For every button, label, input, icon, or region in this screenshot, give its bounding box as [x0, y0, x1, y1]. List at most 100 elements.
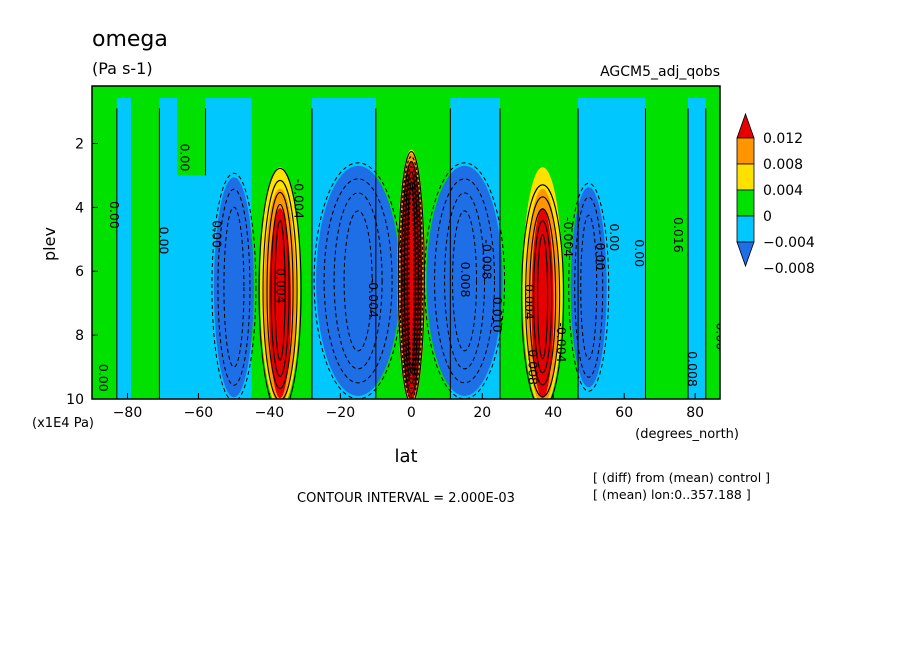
contour-label: 0.00 [713, 322, 728, 350]
colorbar-segment [736, 215, 755, 243]
contour-label: -0.004 [291, 179, 306, 219]
contour-line [537, 234, 549, 360]
contour-line [406, 181, 416, 375]
x-tick-label: −60 [184, 405, 214, 421]
colorbar: 0.012 0.008 0.004 0 −0.004 −0.008 [736, 112, 815, 277]
colorbar-label: 0.004 [763, 183, 803, 199]
sh-red-cell [269, 208, 292, 399]
contour-line [405, 176, 418, 380]
colorbar-arrow-bottom [736, 241, 755, 268]
colorbar-label: 0.008 [763, 157, 803, 173]
contour-label: 0.00 [96, 364, 111, 392]
contour-label: 0.004 [522, 284, 537, 320]
contour-label: 0.00 [593, 243, 608, 271]
colorbar-label: −0.008 [763, 261, 815, 277]
green-region [92, 86, 117, 399]
contour-label: 0.010 [490, 297, 505, 333]
contour-line [533, 220, 553, 374]
contour-line [434, 178, 496, 384]
contour-line [343, 210, 373, 352]
x-tick-label: 0 [407, 405, 416, 421]
plot-frame [91, 85, 721, 400]
x-tick-label: −80 [113, 405, 143, 421]
blue-region [213, 177, 254, 398]
contour-line [408, 186, 415, 370]
contour-label: 0.00 [632, 239, 647, 267]
contour-label: 0.008 [685, 351, 700, 387]
contour-line [452, 210, 478, 352]
experiment-label: AGCM5_adj_qobs [600, 64, 720, 80]
colorbar-arrow-top [736, 112, 755, 139]
x-tick-label: 40 [544, 405, 562, 421]
nh-red-cell [531, 208, 554, 399]
contour-label: 0.00 [178, 143, 193, 171]
contour-line [424, 162, 506, 399]
contour-label: 0.00 [107, 201, 122, 229]
contour-line [270, 203, 290, 377]
x-axis-label: lat [394, 446, 417, 467]
contour-label: 0.00 [607, 223, 622, 251]
contour-line [568, 182, 610, 392]
contour-label: -0.004 [554, 322, 569, 362]
blue-region [426, 165, 503, 396]
contour-label: 0.008 [458, 262, 473, 298]
contour-interval: CONTOUR INTERVAL = 2.000E-03 [297, 491, 515, 506]
contour-line [403, 171, 419, 385]
x-tick-label: 60 [615, 405, 633, 421]
colorbar-segment [736, 137, 755, 165]
colorbar-segment [736, 189, 755, 217]
y-tick-label: 4 [75, 200, 84, 216]
contour-label: 0.016 [671, 217, 686, 253]
contour-line [397, 151, 425, 399]
y-axis: 2 4 6 8 10 [66, 136, 98, 408]
colorbar-label: −0.004 [763, 235, 815, 251]
contour-line [274, 219, 286, 361]
blue-region [570, 187, 607, 388]
chart-title: omega [92, 27, 168, 52]
contour-line [323, 178, 393, 384]
colorbar-label: 0.012 [763, 131, 803, 147]
x-tick-label: −40 [255, 405, 285, 421]
green-region [705, 86, 720, 399]
contour-label: 0.00 [156, 227, 171, 255]
contour-line [211, 172, 257, 399]
contour-line [402, 166, 421, 390]
contour-line [223, 206, 245, 368]
contour-line [262, 179, 298, 399]
y-tick-label: 10 [66, 392, 84, 408]
colorbar-label: 0 [763, 209, 772, 225]
green-region [177, 86, 206, 176]
contour-label: -0.004 [366, 278, 381, 318]
contour-line [217, 188, 251, 386]
contour-line [521, 184, 565, 399]
contour-line [525, 196, 561, 398]
contour-line [333, 192, 383, 370]
contour-line [266, 191, 294, 389]
green-region [645, 86, 689, 399]
contour-label: -0.008 [479, 239, 494, 279]
contour-line [444, 192, 486, 370]
x-tick-label: −20 [326, 405, 356, 421]
contour-line [258, 167, 302, 399]
x-axis-units: (degrees_north) [635, 427, 739, 442]
chart-units: (Pa s-1) [92, 59, 153, 78]
contour-label: 0.004 [273, 268, 288, 304]
y-axis-units: (x1E4 Pa) [32, 416, 94, 431]
note-diff: [ (diff) from (mean) control ] [593, 470, 770, 485]
x-tick-label: 80 [686, 405, 704, 421]
contour-label: 0.00 [210, 220, 225, 248]
contour-label: -0.008 [525, 345, 540, 385]
y-tick-label: 2 [75, 136, 84, 152]
y-tick-label: 8 [75, 328, 84, 344]
green-region [131, 86, 160, 399]
y-tick-label: 6 [75, 264, 84, 280]
colorbar-segment [736, 163, 755, 191]
note-mean: [ (mean) lon:0..357.188 ] [593, 487, 751, 502]
contour-label: -0.004 [561, 217, 576, 257]
blue-region [316, 165, 401, 396]
y-axis-label: plev [40, 227, 59, 261]
contour-line [580, 214, 598, 360]
contour-line [529, 208, 557, 386]
